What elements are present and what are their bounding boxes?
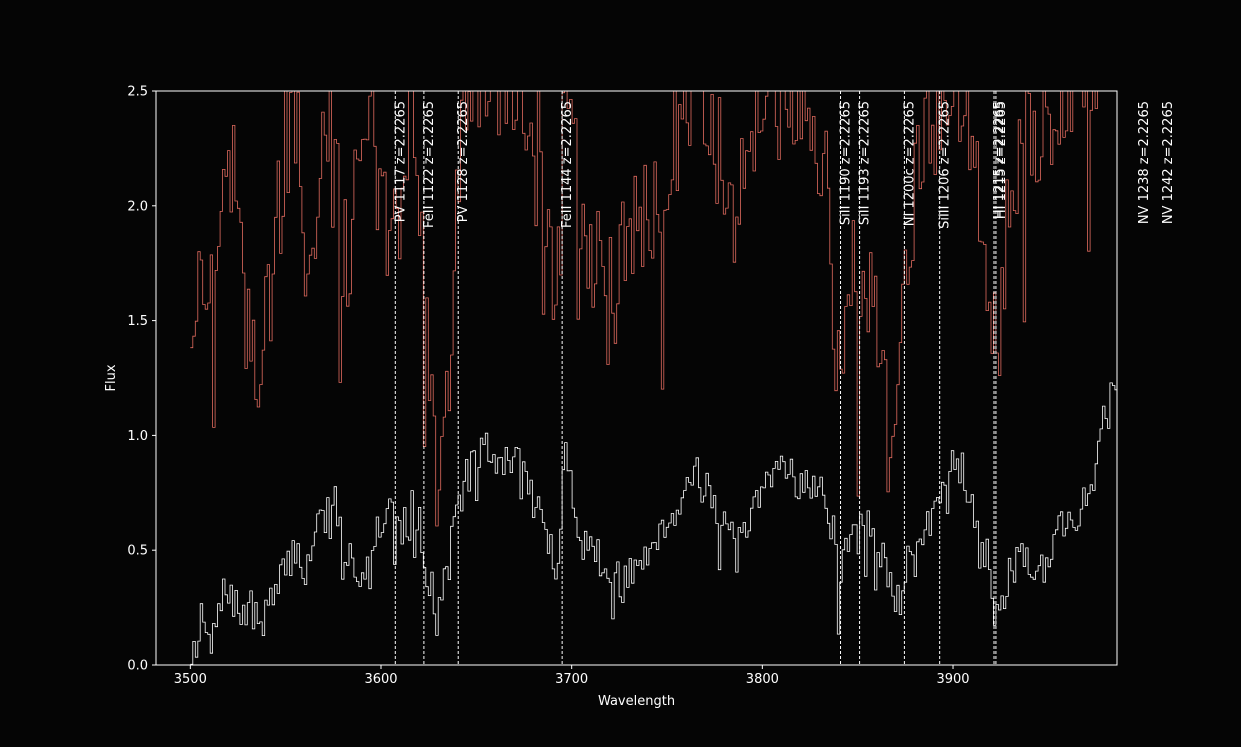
line-marker-label: HI 1215 z=2.2265 [992, 101, 1007, 219]
flux-series-line [190, 382, 1117, 665]
offscale-label-layer: NV 1238 z=2.2265 NV 1242 z=2.2265 [1137, 101, 1176, 224]
x-axis-ticks: 3500 3600 3700 3800 3900 [174, 665, 970, 687]
series-layer [190, 91, 1117, 665]
line-marker-label: NI 1200c z=2.2265 [902, 101, 917, 226]
line-marker-label: FeII 1144 z=2.2265 [560, 101, 575, 228]
x-tick-label: 3500 [174, 672, 207, 687]
y-tick-label: 1.5 [127, 314, 148, 329]
x-tick-label: 3600 [364, 672, 397, 687]
x-axis-label: Wavelength [598, 694, 675, 709]
line-marker-label: HI 1215 z=2.2265 [994, 101, 1009, 219]
offscale-line-label: NV 1238 z=2.2265 [1137, 101, 1152, 224]
line-marker-label: FeII 1122 z=2.2265 [422, 101, 437, 228]
y-tick-label: 1.0 [127, 429, 148, 444]
line-marker-label: SiII 1193 z=2.2265 [858, 101, 873, 225]
line-marker-label: PV 1117 z=2.2265 [393, 101, 408, 222]
y-tick-label: 2.0 [127, 199, 148, 214]
error-series-line [190, 91, 1098, 527]
line-marker-label: SiIII 1206 z=2.2265 [938, 101, 953, 229]
line-marker-label: SiII 1190 z=2.2265 [839, 101, 854, 225]
y-axis-label: Flux [104, 364, 119, 391]
x-tick-label: 3700 [555, 672, 588, 687]
y-axis-ticks: 0.0 0.5 1.0 1.5 2.0 2.5 [127, 85, 156, 674]
y-tick-label: 0.0 [127, 659, 148, 674]
line-marker-layer: PV 1117 z=2.2265 FeII 1122 z=2.2265 PV 112… [393, 91, 1009, 665]
x-tick-label: 3800 [746, 672, 779, 687]
x-tick-label: 3900 [936, 672, 969, 687]
line-marker-label: PV 1128 z=2.2265 [456, 101, 471, 222]
y-tick-label: 0.5 [127, 544, 148, 559]
plot-frame [155, 90, 1118, 666]
y-tick-label: 2.5 [127, 85, 148, 100]
offscale-line-label: NV 1242 z=2.2265 [1161, 101, 1176, 224]
axes-layer: 3500 3600 3700 3800 3900 0.00.51.01.52.02.5 … [104, 85, 1118, 709]
